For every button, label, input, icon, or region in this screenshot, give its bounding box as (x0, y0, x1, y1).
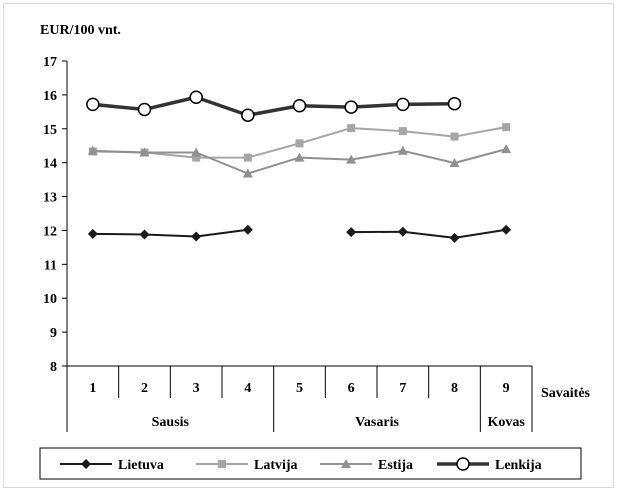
data-point-lietuva (397, 226, 408, 237)
y-tick-label: 16 (43, 89, 57, 104)
legend-marker-lenkija (456, 457, 470, 471)
data-point-estija (294, 152, 305, 162)
data-point-estija (87, 145, 98, 155)
legend-label-estija: Estija (378, 458, 413, 473)
series-estija (87, 144, 512, 178)
data-point-lenkija (241, 108, 255, 122)
y-tick-label: 12 (43, 224, 57, 239)
y-axis-title: EUR/100 vnt. (40, 23, 121, 38)
data-point-latvija (398, 127, 407, 136)
y-tick-label: 14 (43, 157, 57, 172)
data-point-latvija (192, 153, 201, 162)
data-point-latvija (502, 123, 511, 132)
series-line-lietuva (351, 228, 507, 239)
y-tick-label: 8 (50, 360, 57, 375)
x-tick-label: 5 (296, 381, 303, 396)
data-point-lenkija (344, 100, 358, 114)
x-tick-label: 4 (244, 381, 251, 396)
series-lenkija (86, 90, 462, 122)
data-point-lenkija (447, 96, 462, 111)
data-point-latvija (450, 132, 459, 141)
x-tick-label: 2 (141, 381, 148, 396)
series-line-lietuva (92, 228, 248, 238)
legend-marker-lietuva (81, 459, 91, 469)
legend-box (39, 447, 582, 480)
data-point-estija (191, 147, 202, 157)
month-label: Vasaris (355, 415, 399, 430)
month-label: Sausis (152, 415, 190, 430)
y-tick-label: 10 (43, 292, 57, 307)
y-tick-label: 9 (50, 326, 57, 341)
x-tick-label: 8 (451, 381, 458, 396)
legend-label-latvija: Latvija (254, 458, 298, 473)
data-point-latvija (347, 124, 356, 133)
legend-label-lietuva: Lietuva (118, 458, 164, 473)
x-tick-label: 7 (399, 381, 406, 396)
x-tick-label: 1 (89, 381, 96, 396)
data-point-lietuva (242, 224, 253, 235)
data-point-latvija (295, 139, 304, 148)
data-point-lenkija (396, 97, 410, 112)
x-tick-label: 6 (348, 381, 355, 396)
data-point-lenkija (292, 98, 307, 113)
x-tick-label: 3 (193, 381, 200, 396)
chart-frame (3, 3, 614, 488)
series-layer (86, 90, 512, 243)
data-point-lietuva (139, 229, 150, 240)
series-line-lenkija (92, 95, 455, 117)
y-tick-label: 17 (43, 55, 57, 70)
x-tick-label: 9 (503, 381, 510, 396)
data-point-lietuva (449, 232, 460, 243)
y-tick-label: 11 (44, 258, 57, 273)
data-point-estija (449, 158, 460, 168)
data-point-lietuva (346, 227, 357, 238)
x-axis-title: Savaitės (541, 386, 591, 401)
data-point-latvija (243, 153, 252, 162)
legend-marker-estija (341, 459, 351, 468)
data-point-estija (242, 168, 253, 178)
data-point-estija (397, 145, 408, 155)
data-point-lenkija (86, 97, 100, 112)
data-point-lietuva (87, 228, 98, 239)
legend-label-lenkija: Lenkija (495, 458, 542, 473)
data-point-lenkija (189, 90, 203, 105)
y-tick-label: 15 (43, 123, 57, 138)
data-point-estija (501, 144, 512, 154)
data-point-estija (139, 147, 150, 157)
legend: Lietuva Latvija Estija Lenkija (39, 447, 582, 480)
data-point-lietuva (191, 231, 202, 242)
data-point-lenkija (137, 102, 152, 117)
legend-marker-latvija (218, 460, 226, 468)
month-label: Kovas (487, 415, 525, 430)
series-lietuva (87, 224, 512, 243)
data-point-estija (346, 154, 357, 164)
y-tick-label: 13 (43, 191, 57, 206)
data-point-lietuva (501, 224, 512, 235)
